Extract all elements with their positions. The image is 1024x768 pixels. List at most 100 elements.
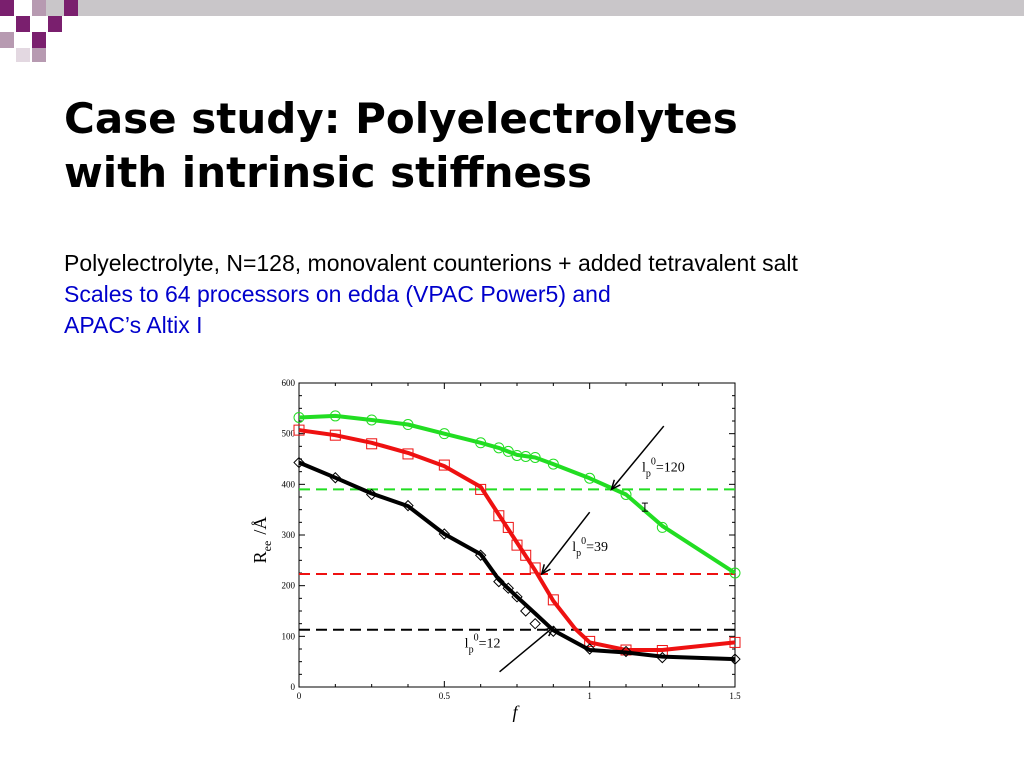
- data-point: [511, 591, 523, 603]
- data-point: [493, 510, 505, 522]
- data-point: [502, 521, 514, 533]
- data-point: [475, 437, 487, 449]
- persistence-label: lp0=39: [572, 536, 608, 559]
- data-point: [529, 617, 541, 630]
- data-point: [656, 521, 668, 533]
- y-axis-label-unit: /Å: [250, 517, 270, 535]
- deco-square-6: [32, 32, 46, 48]
- data-point: [329, 410, 341, 422]
- x-tick-label: 1: [587, 691, 592, 701]
- data-point: [529, 451, 541, 463]
- persistence-label: lp0=120: [642, 457, 685, 480]
- y-tick-label: 500: [282, 429, 296, 439]
- data-point: [329, 472, 342, 484]
- data-point: [547, 594, 559, 606]
- data-point: [493, 442, 505, 454]
- x-axis-label: f: [512, 702, 520, 722]
- data-point: [729, 653, 741, 665]
- x-tick-label: 1.5: [729, 691, 741, 701]
- deco-square-7: [64, 0, 78, 16]
- deco-square-3: [32, 0, 46, 16]
- y-tick-label: 400: [282, 479, 296, 489]
- data-point: [584, 635, 596, 647]
- data-point: [520, 549, 532, 561]
- deco-square-5: [0, 32, 14, 48]
- body-line-3: APAC’s Altix I: [64, 312, 203, 338]
- body-line-1: Polyelectrolyte, N=128, monovalent count…: [64, 250, 798, 276]
- slide-title: Case study: Polyelectrolytes with intrin…: [64, 92, 738, 200]
- data-point: [620, 644, 632, 656]
- deco-square-8: [32, 48, 46, 62]
- data-point: [584, 472, 596, 484]
- x-tick-label: 0: [297, 691, 302, 701]
- series-line: [298, 413, 737, 575]
- y-axis-label: Ree/Å: [250, 517, 274, 564]
- data-point: [475, 483, 487, 495]
- slide-body: Polyelectrolyte, N=128, monovalent count…: [64, 248, 798, 341]
- series-line: [298, 460, 736, 662]
- y-tick-label: 0: [291, 682, 296, 692]
- annotation-arrow-head: [610, 479, 621, 491]
- svg-text:Ree/Å: Ree/Å: [250, 517, 274, 564]
- data-point: [438, 459, 450, 471]
- data-point: [402, 499, 414, 512]
- data-point: [520, 605, 532, 617]
- data-point: [366, 438, 378, 450]
- reference-lines: [299, 488, 735, 631]
- data-point: [402, 419, 414, 431]
- deco-square-4: [48, 16, 62, 32]
- data-point: [293, 411, 305, 423]
- data-point: [366, 414, 378, 426]
- data-point: [529, 562, 541, 574]
- data-point: [402, 448, 414, 460]
- data-point: [293, 424, 305, 436]
- y-tick-label: 300: [282, 530, 296, 540]
- data-point: [502, 445, 514, 457]
- data-point: [438, 528, 451, 540]
- data-point: [365, 488, 378, 501]
- data-point: [656, 651, 669, 664]
- data-point: [502, 582, 514, 594]
- data-point: [511, 449, 523, 461]
- plot-frame: [298, 382, 736, 688]
- y-tick-label: 100: [282, 631, 296, 641]
- y-tick-label: 200: [282, 581, 296, 591]
- persistence-label: lp0=12: [465, 632, 501, 655]
- y-axis-label-sub: ee: [260, 541, 274, 552]
- data-point: [583, 643, 596, 655]
- data-point: [511, 539, 523, 551]
- title-line-1: Case study: Polyelectrolytes: [64, 94, 738, 143]
- data-point: [329, 429, 341, 441]
- deco-top-bar: [40, 0, 1024, 16]
- x-tick-label: 0.5: [439, 691, 451, 701]
- deco-square-1: [0, 0, 14, 16]
- data-point: [729, 567, 741, 579]
- annotation-arrow: [499, 626, 554, 673]
- data-point: [547, 458, 559, 470]
- data-point: [493, 575, 505, 588]
- series-line: [298, 428, 736, 652]
- y-tick-label: 600: [282, 378, 296, 388]
- annotation-arrow: [610, 425, 665, 490]
- title-line-2: with intrinsic stiffness: [64, 148, 592, 197]
- annotation-labels: lp0=120 lp0=39 lp0=12: [465, 457, 685, 656]
- annotation-arrow-head: [543, 625, 555, 637]
- y-axis: 0 100 200 300 400 500 600: [282, 378, 735, 692]
- deco-square-9: [16, 48, 30, 62]
- body-line-2: Scales to 64 processors on edda (VPAC Po…: [64, 281, 611, 307]
- annotation-arrows: [499, 425, 665, 673]
- annotation-arrow: [541, 511, 591, 575]
- series-group: [293, 410, 741, 665]
- data-point: [729, 636, 741, 648]
- data-point: [620, 645, 632, 658]
- x-axis: 0 0.5 1 1.5: [297, 383, 741, 701]
- annotation-arrow-head: [540, 564, 551, 576]
- data-point: [438, 428, 450, 440]
- data-point: [474, 549, 487, 561]
- data-point: [620, 488, 632, 500]
- y-axis-label-main: R: [250, 551, 270, 563]
- slide-decoration: [0, 0, 1024, 62]
- data-point: [293, 456, 305, 469]
- deco-square-2: [16, 16, 30, 32]
